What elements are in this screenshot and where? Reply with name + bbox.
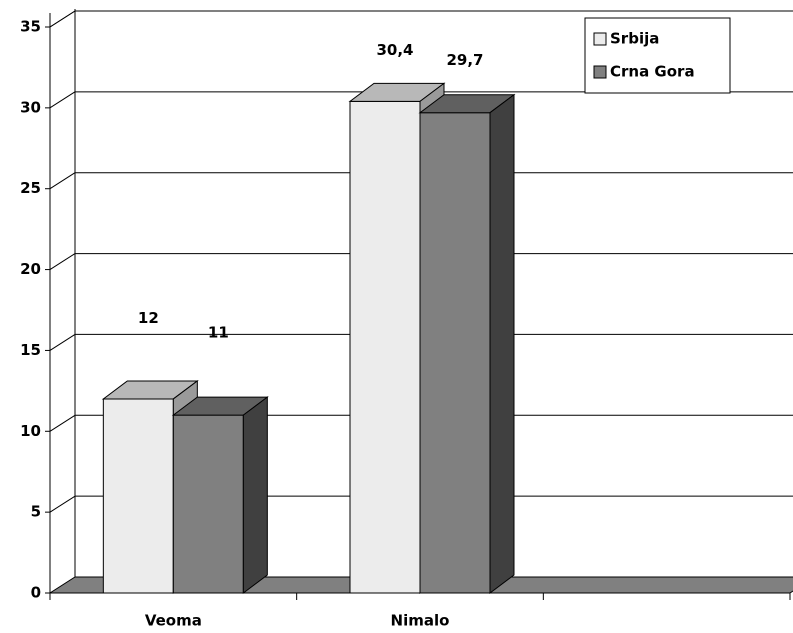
y-tick-label: 30 [20,98,41,116]
bar [172,414,244,594]
bar-side [489,93,515,594]
legend-swatch [593,65,607,79]
legend-label: Srbija [610,30,659,48]
grid-diagonal [49,91,76,109]
x-tick-label: Veoma [145,612,202,630]
legend-label: Crna Gora [610,63,695,81]
legend-box [584,17,731,94]
data-label: 11 [208,323,229,341]
grid-diagonal [49,10,76,28]
y-tick-label: 0 [31,584,41,602]
grid-diagonal [49,334,76,351]
y-tick-label: 15 [20,341,41,359]
grid-diagonal [49,414,76,432]
legend: Srbija Crna Gora [584,17,731,94]
data-label: 12 [138,309,159,327]
legend-swatch [593,32,607,46]
bar-side [242,396,268,594]
y-tick-label: 35 [20,18,41,36]
grid-diagonal [49,495,76,513]
y-tick-label: 5 [31,503,41,521]
bar [102,398,174,594]
y-tick-label: 25 [20,179,41,197]
bar [349,100,421,594]
data-label: 29,7 [446,51,483,69]
y-tick-label: 10 [20,422,41,440]
x-tick-label: Nimalo [391,612,450,630]
y-tick-label: 20 [20,260,41,278]
grid-diagonal [49,253,76,270]
bars: 12 11 30,4 29,7 [101,41,516,594]
data-label: 30,4 [376,41,413,59]
grid-diagonal [49,172,76,190]
bar [419,112,491,594]
